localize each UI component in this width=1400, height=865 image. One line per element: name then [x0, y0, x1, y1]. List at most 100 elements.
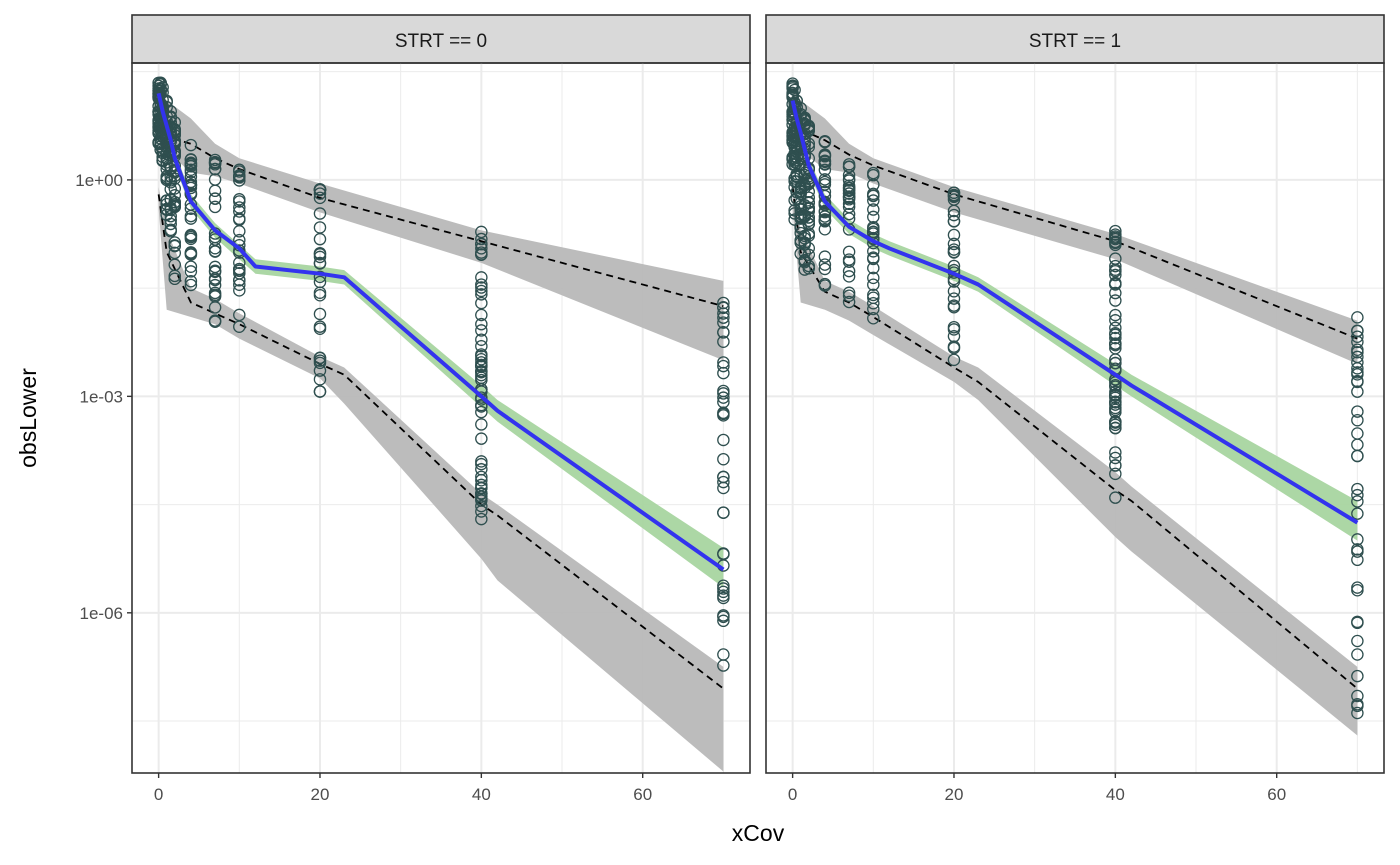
observation-point — [1109, 467, 1122, 481]
x-tick-label: 0 — [788, 785, 797, 804]
observation-point — [475, 232, 488, 246]
observation-point — [475, 324, 488, 337]
observation-point — [475, 398, 488, 412]
observation-point — [818, 279, 832, 292]
observation-point — [184, 274, 198, 288]
observation-point — [717, 359, 730, 373]
observation-point — [475, 296, 488, 310]
observation-point — [168, 136, 182, 149]
observation-point — [233, 174, 246, 187]
observation-point — [867, 245, 880, 258]
observation-point — [947, 186, 961, 199]
observation-point — [867, 203, 880, 216]
observation-point — [475, 225, 488, 239]
observation-point — [717, 506, 730, 519]
observation-point — [475, 288, 488, 301]
observation-point — [802, 242, 816, 255]
observation-point — [168, 236, 182, 249]
observation-point — [1351, 689, 1364, 703]
observation-point — [475, 339, 488, 353]
observation-point — [717, 316, 730, 329]
observation-point — [947, 237, 961, 251]
lower-percentile-band — [158, 187, 724, 772]
observation-point — [717, 609, 730, 622]
observation-point — [717, 481, 730, 495]
observation-point — [168, 272, 182, 286]
observation-point — [184, 248, 198, 261]
observation-point — [1351, 311, 1364, 324]
observation-point — [717, 335, 730, 348]
observation-point — [208, 184, 222, 198]
observation-point — [842, 197, 856, 211]
observation-point — [475, 248, 488, 261]
upper-percentile-line — [157, 107, 724, 308]
observation-point — [790, 94, 803, 107]
observation-point — [233, 256, 246, 270]
observation-point — [208, 260, 222, 274]
observation-point — [867, 296, 880, 310]
observation-point — [475, 499, 488, 513]
observation-point — [717, 296, 730, 310]
observation-point — [233, 233, 246, 247]
observation-point — [1109, 331, 1122, 345]
observation-point — [1109, 286, 1122, 300]
observation-point — [208, 192, 222, 205]
observation-point — [313, 256, 327, 270]
observation-point — [818, 223, 832, 236]
observation-point — [717, 475, 730, 489]
x-tick-label: 60 — [1267, 785, 1286, 804]
observation-point — [184, 265, 198, 278]
observation-point — [313, 320, 327, 333]
observation-point — [802, 262, 816, 275]
observation-point — [475, 505, 488, 518]
observation-point — [1351, 330, 1364, 343]
observation-point — [1109, 416, 1122, 429]
observation-point — [802, 214, 816, 228]
observation-point — [947, 243, 961, 256]
observation-point — [1109, 231, 1122, 245]
observation-point — [168, 182, 182, 195]
observation-point — [802, 248, 816, 262]
observation-point — [947, 228, 961, 242]
observation-point — [313, 356, 327, 370]
observation-point — [1351, 669, 1364, 683]
observation-point — [1351, 495, 1364, 508]
observation-point — [717, 547, 730, 560]
observation-point — [717, 356, 730, 369]
y-axis-title: obsLower — [15, 368, 41, 468]
observation-point — [717, 579, 730, 593]
observation-point — [313, 183, 327, 197]
observation-point — [802, 205, 816, 218]
observation-point — [842, 270, 856, 283]
observation-point — [818, 214, 832, 227]
observation-point — [1109, 451, 1122, 465]
observation-point — [717, 659, 730, 672]
observation-point — [802, 201, 816, 214]
observation-point — [168, 116, 182, 129]
x-tick-label: 20 — [311, 785, 330, 804]
observation-point — [168, 258, 182, 272]
observation-point — [818, 148, 832, 161]
observation-point — [1109, 395, 1122, 408]
observation-point — [1351, 385, 1364, 398]
median-band — [158, 89, 724, 588]
observation-point — [802, 121, 816, 135]
observation-point — [475, 333, 488, 346]
observation-point — [802, 196, 816, 210]
observation-point — [1351, 699, 1364, 713]
observation-point — [1109, 459, 1122, 472]
observation-point — [1351, 507, 1364, 520]
observation-point — [1109, 391, 1122, 405]
observation-point — [802, 211, 816, 224]
observation-point — [717, 582, 730, 595]
observation-point — [842, 168, 856, 182]
observation-point — [1109, 401, 1122, 415]
observation-point — [867, 187, 880, 201]
observation-point — [1351, 533, 1364, 546]
observation-point — [1109, 252, 1122, 265]
observation-point — [475, 418, 488, 431]
observation-point — [1109, 228, 1122, 241]
observation-point — [313, 191, 327, 205]
upper-percentile-band — [792, 86, 1358, 364]
panel-strt-1: STRT == 1 0 20 40 60 — [765, 14, 1385, 804]
